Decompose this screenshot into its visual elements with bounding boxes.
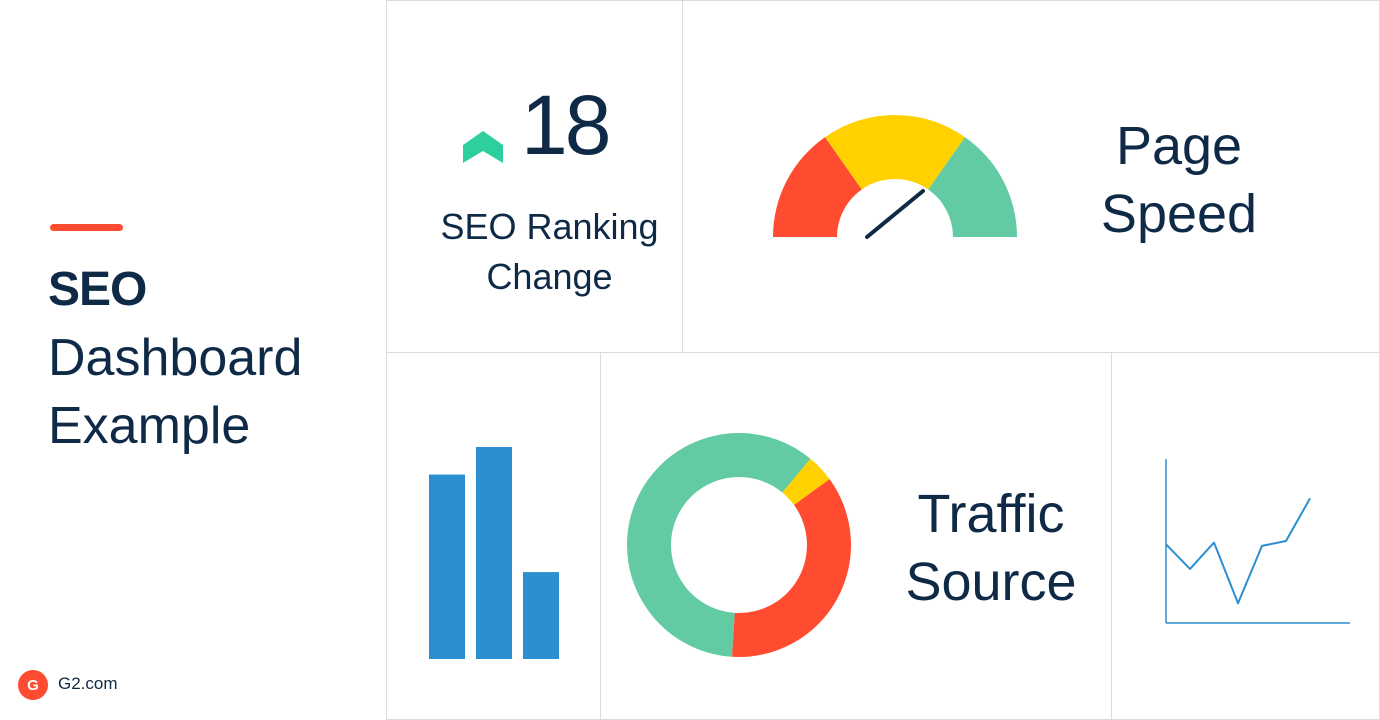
donut-segment-4 (627, 433, 739, 657)
page-speed-title-line-1: Page (1115, 116, 1243, 176)
traffic-donut-chart (627, 433, 851, 657)
ranking-panel: 18 SEO Ranking Change (386, 0, 683, 353)
ranking-label-line-2: Change (486, 256, 613, 297)
page-speed-title-line-2: Speed (1100, 184, 1258, 244)
bar-3 (523, 572, 559, 659)
bar-1 (429, 474, 465, 659)
donut-segment-2 (782, 458, 830, 506)
g2-logo-text: G2.com (58, 674, 118, 693)
gauge-needle (865, 189, 925, 239)
bar-chart-panel (386, 352, 601, 720)
gauge-section-3 (928, 137, 1017, 237)
accent-bar (50, 224, 123, 231)
bar-chart (429, 447, 559, 659)
bar-2 (476, 447, 512, 659)
line-chart-panel (1111, 352, 1380, 720)
g2-logo-icon: G (18, 670, 48, 700)
title-bold: SEO (48, 263, 147, 316)
title-line-2: Example (48, 397, 251, 455)
title-panel: SEO Dashboard Example G G2.com (0, 0, 386, 720)
gauge-section-1 (773, 137, 862, 237)
donut-segment-3 (731, 479, 851, 657)
page-speed-panel: Page Speed (682, 0, 1380, 353)
traffic-title-line-1: Traffic (917, 484, 1065, 544)
up-chevron-icon (463, 131, 503, 163)
title-line-1: Dashboard (48, 329, 303, 387)
ranking-value: 18 (521, 78, 611, 172)
traffic-source-panel: Traffic Source (600, 352, 1112, 720)
donut-segment-1 (739, 433, 811, 493)
gauge-section-2 (825, 115, 965, 190)
ranking-label-line-1: SEO Ranking (440, 206, 659, 247)
trend-line (1165, 497, 1311, 605)
traffic-title-line-2: Source (905, 552, 1077, 612)
speed-gauge (773, 115, 1017, 239)
trend-line-chart (1165, 459, 1350, 624)
